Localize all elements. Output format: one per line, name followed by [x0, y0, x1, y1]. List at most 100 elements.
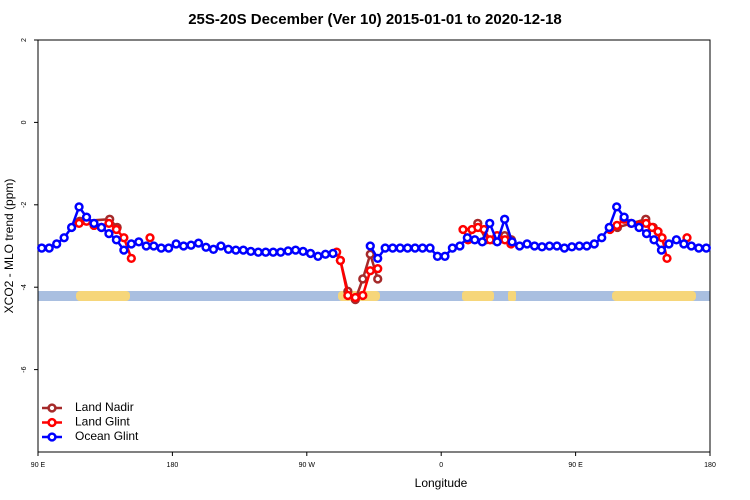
point	[59, 233, 69, 243]
point	[477, 237, 487, 247]
point	[350, 292, 360, 303]
point	[104, 218, 114, 228]
point	[485, 235, 495, 245]
point	[641, 228, 652, 239]
legend-label: Ocean Glint	[75, 429, 139, 443]
point	[238, 245, 248, 255]
point	[662, 253, 672, 264]
point	[335, 255, 346, 266]
point	[656, 245, 667, 255]
legend-marker	[47, 417, 57, 428]
point	[432, 251, 443, 261]
point	[612, 202, 622, 212]
point	[89, 218, 99, 228]
legend-label: Land Glint	[75, 415, 130, 429]
y-tick-label: -6	[21, 366, 28, 372]
series-line	[79, 217, 655, 302]
point	[111, 224, 122, 235]
y-tick-label: -2	[21, 202, 28, 208]
point	[290, 245, 301, 255]
point	[171, 239, 181, 249]
point	[164, 243, 174, 253]
point	[686, 241, 696, 251]
point	[141, 241, 151, 251]
point	[74, 218, 84, 228]
point	[574, 241, 584, 251]
point	[649, 235, 659, 245]
point	[657, 233, 667, 243]
point	[223, 244, 234, 254]
point	[522, 239, 532, 249]
point	[81, 212, 92, 222]
legend-marker	[47, 432, 57, 442]
point	[119, 233, 129, 243]
legend-marker	[47, 403, 57, 413]
point	[462, 233, 472, 243]
series-line	[41, 204, 707, 261]
point	[126, 253, 136, 264]
point	[96, 222, 107, 233]
point	[604, 222, 614, 233]
point	[358, 274, 368, 284]
point	[440, 251, 450, 261]
point	[626, 218, 637, 228]
point	[589, 239, 599, 249]
point	[544, 241, 555, 251]
point	[276, 247, 286, 257]
point	[417, 243, 428, 253]
point	[641, 218, 651, 228]
point	[701, 243, 711, 253]
point	[619, 212, 629, 222]
point	[470, 235, 480, 245]
point	[653, 226, 663, 237]
y-tick-label: -4	[21, 284, 28, 290]
point	[111, 235, 122, 245]
point	[66, 222, 77, 233]
point	[52, 239, 62, 249]
x-tick-label: 90 W	[299, 462, 316, 469]
point	[582, 241, 592, 251]
point	[664, 239, 674, 249]
legend-label: Land Nadir	[75, 400, 134, 414]
point	[365, 266, 375, 276]
point	[402, 243, 413, 253]
point	[216, 241, 226, 251]
point	[373, 253, 383, 264]
point	[231, 245, 241, 255]
point	[679, 239, 689, 249]
point	[388, 243, 398, 253]
point	[425, 243, 435, 253]
point	[313, 251, 323, 261]
point	[373, 274, 383, 284]
point	[261, 247, 271, 257]
point	[537, 242, 547, 252]
point	[178, 241, 189, 251]
y-tick-label: 0	[21, 120, 28, 124]
point	[597, 233, 607, 243]
point	[343, 290, 353, 301]
point	[44, 243, 54, 253]
x-tick-label: 180	[704, 462, 716, 469]
point	[647, 222, 657, 233]
land-ocean-strip	[38, 291, 710, 301]
point	[612, 220, 622, 231]
point	[447, 243, 458, 253]
point	[104, 228, 114, 239]
point	[320, 249, 331, 259]
point	[126, 239, 136, 249]
point	[156, 243, 166, 253]
y-tick-label: 2	[21, 38, 28, 42]
x-tick-label: 0	[439, 462, 443, 469]
point	[634, 222, 644, 233]
point	[567, 242, 577, 252]
point	[514, 241, 525, 251]
point	[328, 248, 338, 259]
point	[246, 246, 256, 257]
point	[500, 214, 510, 224]
point	[149, 241, 159, 251]
point	[134, 237, 144, 247]
point	[74, 202, 84, 212]
chart-title: 25S-20S December (Ver 10) 2015-01-01 to …	[188, 11, 562, 28]
point	[305, 248, 316, 259]
